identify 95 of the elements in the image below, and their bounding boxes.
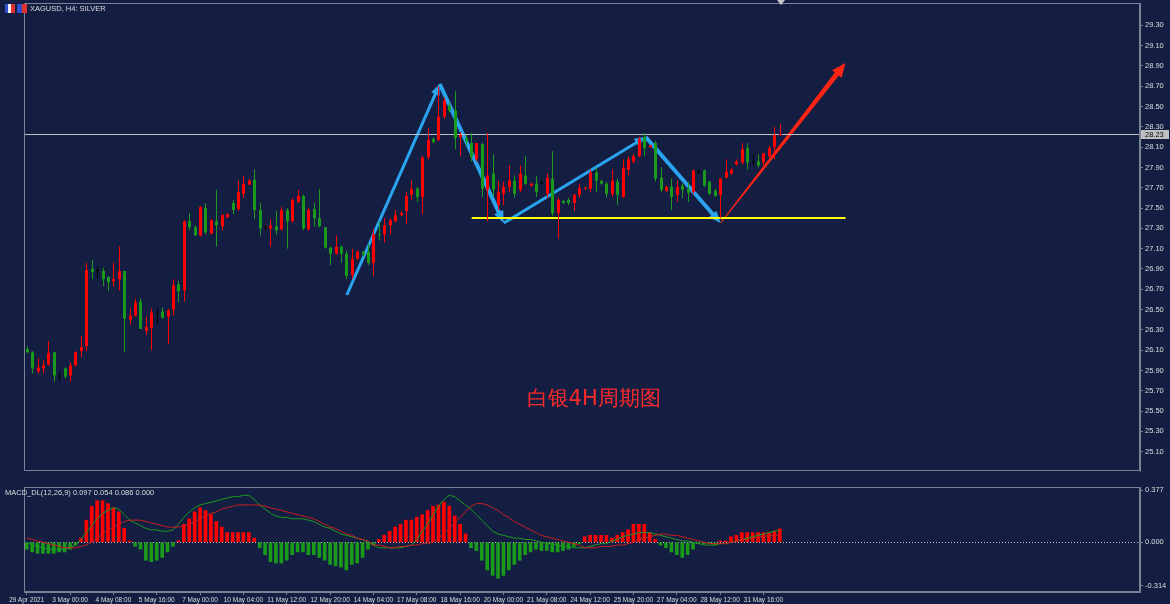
candlestick — [492, 153, 495, 198]
candlestick — [91, 259, 94, 280]
annotation: 白银4H周期图 — [526, 385, 661, 411]
candlestick — [134, 297, 137, 318]
candlestick — [502, 181, 505, 206]
candlestick — [150, 308, 153, 351]
candlestick — [638, 136, 641, 158]
candlestick — [557, 197, 560, 240]
candlestick — [242, 175, 245, 199]
candlestick — [546, 173, 549, 199]
candlestick — [275, 210, 278, 235]
candlestick — [259, 202, 262, 236]
bar — [236, 532, 240, 543]
candlestick — [177, 280, 180, 303]
candlestick — [47, 340, 50, 366]
candlestick — [670, 178, 673, 211]
bar — [729, 536, 733, 543]
candlestick — [719, 178, 722, 219]
bar — [263, 542, 267, 556]
candlestick — [405, 191, 408, 225]
candlestick — [410, 180, 413, 201]
candlestick — [280, 206, 283, 231]
candlestick — [118, 246, 121, 291]
candlestick — [611, 168, 614, 198]
candlestick — [324, 226, 327, 250]
candlestick — [383, 217, 386, 244]
candlestick — [513, 175, 516, 199]
bar — [274, 542, 278, 564]
candlestick — [53, 351, 56, 383]
candlestick — [627, 155, 630, 177]
candlestick — [687, 181, 690, 203]
candlestick — [318, 188, 321, 228]
candlestick — [595, 166, 598, 193]
candlestick — [335, 234, 338, 256]
candlestick — [437, 85, 440, 142]
bar — [138, 542, 143, 550]
candlestick — [697, 168, 700, 175]
bar — [133, 542, 137, 547]
candlestick — [167, 308, 170, 345]
candlestick — [351, 248, 354, 280]
candlestick — [291, 197, 294, 223]
candlestick — [156, 307, 159, 325]
candlestick — [145, 316, 148, 336]
candlestick — [286, 207, 289, 250]
candlestick — [486, 132, 489, 222]
candlestick — [643, 132, 646, 157]
candlestick — [459, 131, 462, 157]
candlestick — [112, 262, 115, 287]
candlestick — [475, 142, 478, 162]
candlestick — [676, 180, 679, 203]
bar — [198, 507, 202, 543]
bar — [626, 529, 630, 543]
candlestick — [443, 96, 446, 120]
candlestick — [345, 250, 348, 280]
candlestick — [470, 132, 473, 162]
candlestick — [96, 266, 99, 279]
bar — [171, 542, 175, 547]
bar — [599, 535, 603, 543]
candlestick — [508, 164, 511, 193]
bar — [106, 503, 110, 543]
candlestick — [31, 350, 34, 375]
candlestick — [215, 189, 218, 248]
candlestick — [378, 220, 381, 242]
candlestick — [237, 180, 240, 212]
bar — [496, 542, 500, 579]
candlestick — [589, 168, 592, 193]
candlestick — [779, 123, 782, 137]
candlestick — [519, 164, 522, 193]
candlestick — [102, 267, 105, 287]
bar — [404, 519, 408, 543]
candlestick — [746, 142, 749, 170]
candlestick — [692, 168, 695, 195]
candlestick — [616, 178, 619, 206]
candlestick — [497, 180, 500, 211]
candlestick — [307, 207, 310, 231]
candlestick — [535, 175, 538, 198]
bar — [339, 542, 343, 568]
candlestick — [80, 335, 83, 358]
candlestick — [773, 126, 776, 160]
candlestick — [367, 243, 370, 266]
bar — [431, 506, 435, 543]
candlestick — [313, 202, 316, 227]
candlestick — [427, 127, 430, 160]
candlestick — [69, 361, 72, 383]
candlestick — [524, 155, 527, 186]
candlestick — [660, 166, 663, 193]
bar — [469, 542, 473, 549]
candlestick — [752, 153, 755, 166]
bar — [301, 542, 305, 553]
candlestick — [329, 246, 332, 266]
candlestick — [741, 142, 744, 165]
candlestick — [725, 158, 728, 180]
bar — [664, 542, 668, 549]
candlestick — [269, 218, 272, 248]
bar — [777, 528, 782, 543]
